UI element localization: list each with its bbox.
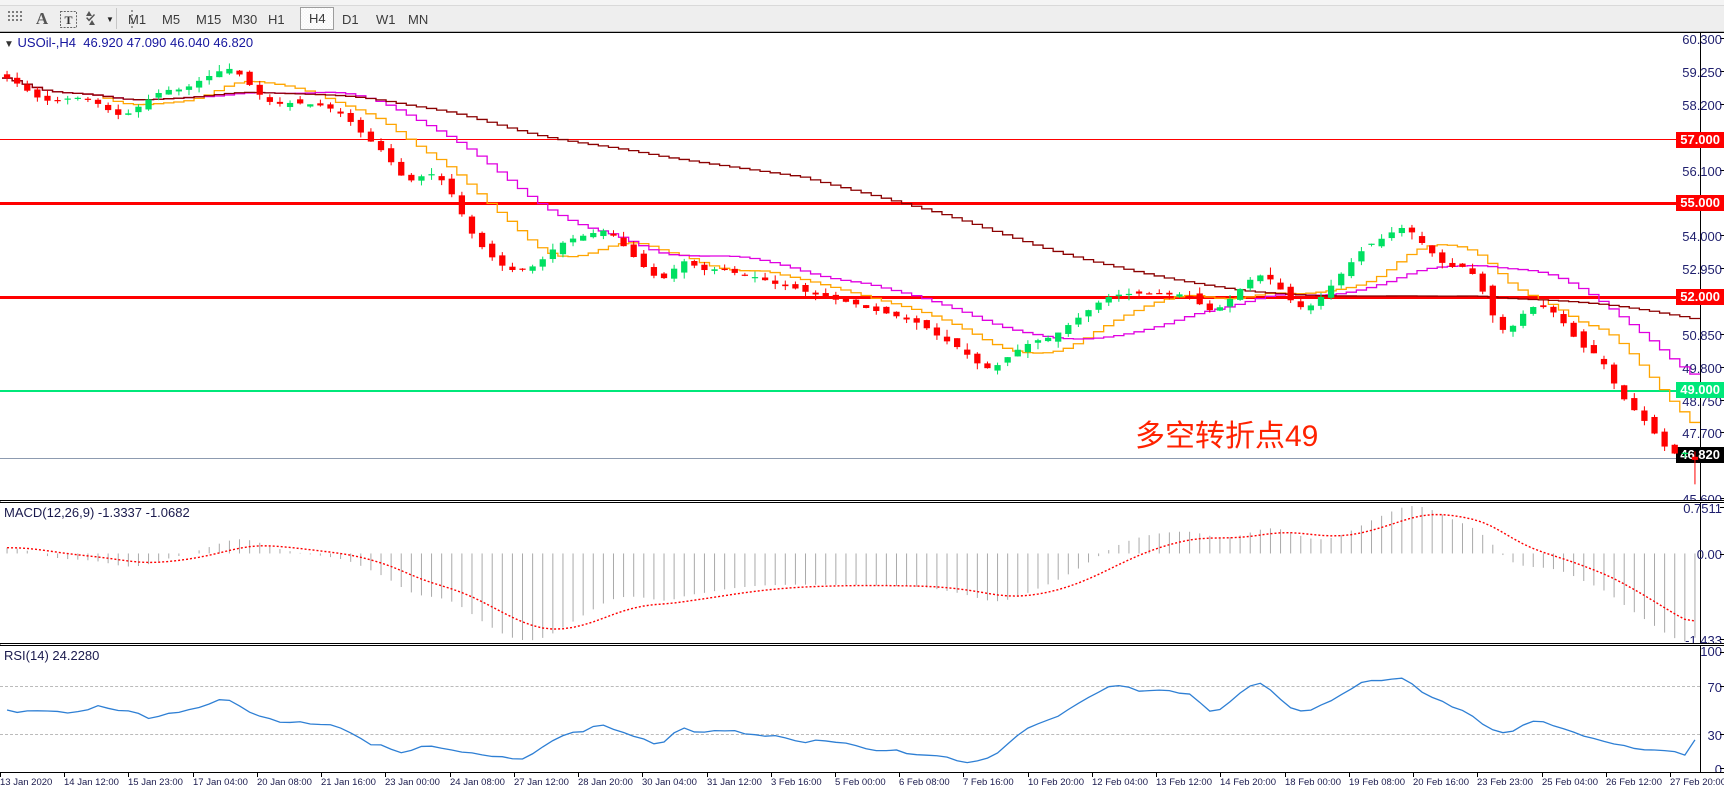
svg-text:T: T xyxy=(64,13,72,27)
